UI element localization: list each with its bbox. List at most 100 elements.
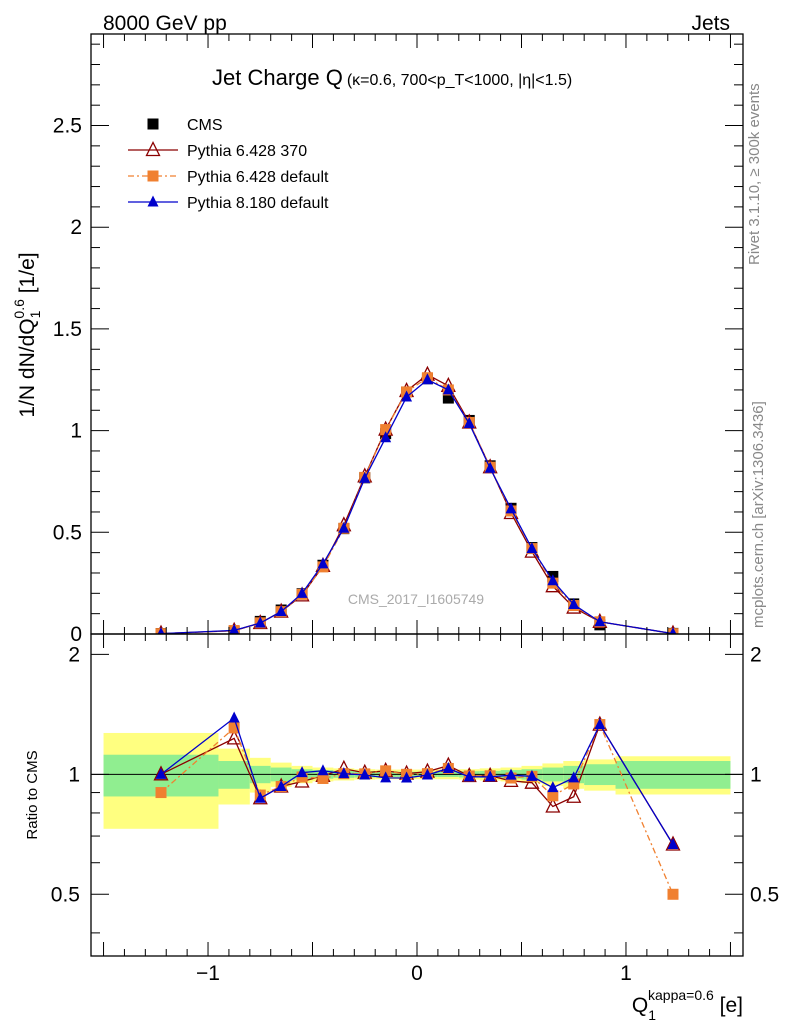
legend-item-pythia-6-428-370: Pythia 6.428 370 [128,141,307,160]
legend-item-pythia-8-180-default: Pythia 8.180 default [128,195,329,212]
legend-label: Pythia 6.428 default [187,169,329,186]
ratio-point-pythia-8-180-default [547,781,559,793]
legend-label: Pythia 6.428 370 [187,143,307,160]
y-tick-label: 2.5 [53,115,82,138]
ratio-point-pythia-6-428-default [568,778,580,790]
point-pythia-8-180-default [275,605,287,617]
legend-label: Pythia 8.180 default [187,195,329,212]
uncertainty-bands [103,732,731,829]
point-pythia-6-428-default [380,424,392,436]
ratio-line-pythia-8-180-default [160,716,674,845]
point-pythia-8-180-default [594,615,606,627]
series-pythia-8-180-default [157,373,677,634]
point-pythia-8-180-default [669,627,677,634]
ratio-point-pythia-8-180-default [228,711,240,723]
y-tick-label: 1 [70,420,82,443]
ratio-y-tick-label-right: 0.5 [750,883,779,906]
point-pythia-8-180-default [505,502,517,514]
point-pythia-8-180-default [359,471,371,483]
line-pythia-8-180-default [160,378,674,634]
y-tick-label: 0 [70,623,82,646]
ratio-point-pythia-6-428-370 [545,797,561,813]
ratio-point-pythia-6-428-default [380,765,392,777]
point-pythia-8-180-default [547,574,559,586]
legend-marker [147,170,159,182]
ratio-series-pythia-8-180-default [155,711,679,849]
ratio-point-pythia-8-180-default [380,771,392,783]
ratio-point-pythia-6-428-default [667,888,679,900]
ratio-point-pythia-8-180-default [442,761,454,773]
y-axis-label: 1/N dN/dQ10.6 [1/e] [11,252,43,417]
x-axis-label: Q1kappa=0.6 [e] [632,987,743,1023]
ratio-point-pythia-8-180-default [296,766,308,778]
ratio-point-pythia-8-180-default [667,837,679,849]
process-label: Jets [691,12,730,35]
ratio-point-pythia-8-180-default [401,771,413,783]
y-tick-label: 0.5 [53,521,82,544]
ratio-series-pythia-6-428-default [155,719,679,900]
ratio-point-pythia-8-180-default [463,770,475,782]
legend-label: CMS [187,117,223,134]
ratio-y-tick-label-right: 2 [750,643,762,666]
stat-band-bin [218,761,250,789]
point-pythia-8-180-default [157,627,165,634]
ratio-point-pythia-6-428-default [547,790,559,802]
point-pythia-8-180-default [442,383,454,395]
ratio-point-pythia-8-180-default [254,791,266,803]
mcplots-source-label: mcplots.cern.ch [arXiv:1306.3436] [750,401,767,628]
ratio-point-pythia-6-428-370 [665,835,681,851]
plot-title-cuts: (κ=0.6, 700<p_T<1000, |η|<1.5) [347,72,572,89]
ratio-point-pythia-8-180-default [155,767,167,779]
point-pythia-8-180-default [463,416,475,428]
point-pythia-8-180-default [338,521,350,533]
point-pythia-8-180-default [380,431,392,443]
axes: −1 0 1 0 0.5 1 1.5 2 2.5 0.5 0.5 1 1 2 2 [51,33,779,985]
energy-label: 8000 GeV pp [103,12,227,35]
ratio-point-pythia-6-428-default [228,722,240,734]
ratio-point-pythia-8-180-default [421,768,433,780]
ratio-point-pythia-8-180-default [359,768,371,780]
ratio-point-pythia-6-428-370 [566,787,582,803]
point-pythia-8-180-default [317,557,329,569]
stat-band-bin [615,761,731,789]
x-tick-label: −1 [196,962,220,985]
ratio-point-pythia-8-180-default [594,718,606,730]
legend-marker [145,141,161,157]
ratio-point-pythia-8-180-default [338,767,350,779]
point-pythia-8-180-default [526,542,538,554]
point-pythia-8-180-default [401,390,413,402]
legend-item-cms: CMS [147,117,223,134]
main-series-layer [155,365,679,634]
ratio-y-tick-label-right: 1 [750,763,762,786]
point-pythia-8-180-default [484,461,496,473]
point-cms [442,392,454,404]
ratio-series-layer [153,711,681,900]
plot-title: Jet Charge Q (κ=0.6, 700<p_T<1000, |η|<1.… [212,65,572,90]
legend-item-pythia-6-428-default: Pythia 6.428 default [128,169,329,186]
ratio-point-pythia-6-428-default [155,787,167,799]
ratio-y-tick-label-left: 2 [68,643,80,666]
ratio-y-axis-label: Ratio to CMS [24,750,41,839]
legend-marker [147,118,159,130]
ratio-point-pythia-8-180-default [526,769,538,781]
ratio-point-pythia-8-180-default [484,770,496,782]
ratio-y-tick-label-left: 1 [68,763,80,786]
ratio-y-tick-label-left: 0.5 [51,883,80,906]
y-tick-label: 2 [70,216,82,239]
point-pythia-8-180-default [568,598,580,610]
point-pythia-8-180-default [229,623,240,634]
point-pythia-8-180-default [254,616,266,628]
x-tick-label: 0 [411,962,423,985]
point-pythia-8-180-default [296,586,308,598]
y-tick-label: 1.5 [53,318,82,341]
ratio-point-pythia-6-428-370 [153,765,169,781]
x-tick-label: 1 [620,962,632,985]
ratio-point-pythia-8-180-default [317,764,329,776]
analysis-tag: CMS_2017_I1605749 [348,591,484,607]
ratio-point-pythia-8-180-default [505,768,517,780]
ratio-point-pythia-8-180-default [275,779,287,791]
legend: CMS Pythia 6.428 370 Pythia 6.428 default P… [128,117,329,212]
ratio-point-pythia-8-180-default [568,771,580,783]
ratio-point-pythia-6-428-default [317,772,329,784]
